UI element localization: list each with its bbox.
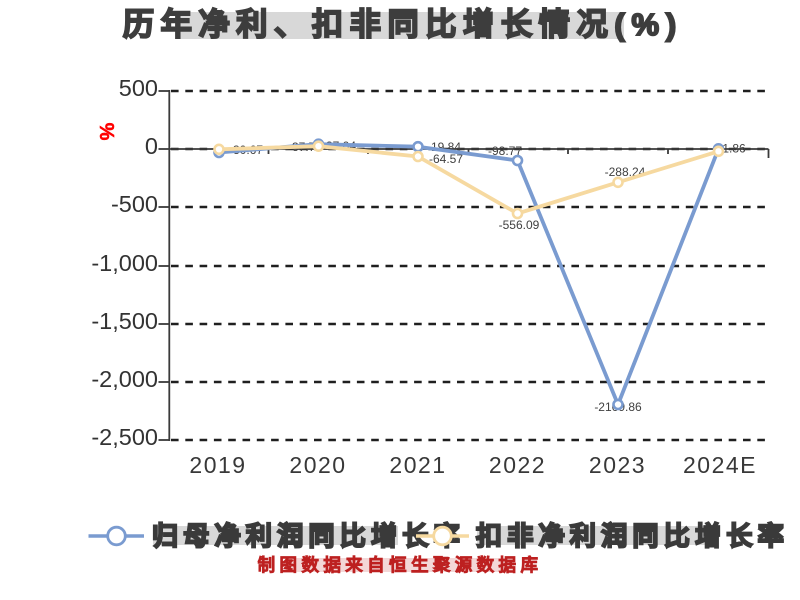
svg-text:0: 0 bbox=[145, 133, 158, 159]
svg-text:-64.57: -64.57 bbox=[429, 152, 463, 166]
svg-text:制图数据来自恒生聚源数据库: 制图数据来自恒生聚源数据库 bbox=[258, 555, 543, 575]
svg-text:500: 500 bbox=[119, 75, 158, 101]
svg-text:-2,500: -2,500 bbox=[91, 424, 158, 450]
svg-text:扣非净利润同比增长率: 扣非净利润同比增长率 bbox=[476, 521, 789, 551]
svg-text:1.86: 1.86 bbox=[722, 142, 746, 156]
svg-text:-98.77: -98.77 bbox=[488, 144, 522, 158]
svg-text:-556.09: -556.09 bbox=[499, 218, 540, 232]
svg-text:-2,000: -2,000 bbox=[91, 366, 158, 392]
svg-text:2019: 2019 bbox=[189, 452, 246, 478]
svg-text:历年净利、扣非同比增长情况(%): 历年净利、扣非同比增长情况(%) bbox=[123, 7, 683, 42]
svg-text:-1,000: -1,000 bbox=[91, 250, 158, 276]
svg-text:2022: 2022 bbox=[489, 452, 546, 478]
svg-text:-1,500: -1,500 bbox=[91, 308, 158, 334]
svg-text:2020: 2020 bbox=[289, 452, 346, 478]
svg-text:2024E: 2024E bbox=[683, 452, 757, 478]
svg-text:归母净利润同比增长率: 归母净利润同比增长率 bbox=[152, 521, 465, 551]
svg-text:-500: -500 bbox=[111, 191, 158, 217]
svg-text:%: % bbox=[95, 123, 117, 141]
svg-text:2021: 2021 bbox=[389, 452, 446, 478]
svg-text:2023: 2023 bbox=[589, 452, 646, 478]
